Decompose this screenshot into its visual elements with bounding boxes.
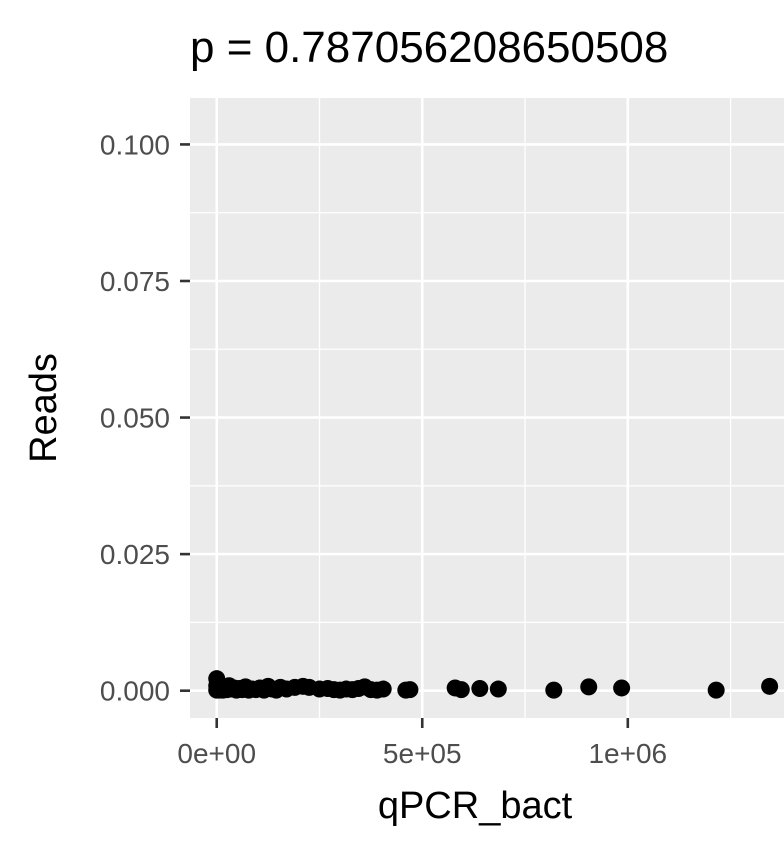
data-point — [471, 680, 489, 698]
x-tick-label: 5e+05 — [383, 738, 462, 769]
data-point — [374, 680, 392, 698]
plot-panel — [190, 98, 784, 718]
x-tick-label: 0e+00 — [177, 738, 256, 769]
y-tick-label: 0.025 — [100, 539, 170, 570]
data-point — [613, 679, 631, 697]
data-point — [761, 677, 779, 695]
x-tick-label: 1e+06 — [588, 738, 667, 769]
data-point — [580, 678, 598, 696]
data-point — [545, 681, 563, 699]
x-axis-ticks: 0e+00 5e+05 1e+06 — [177, 718, 667, 769]
y-tick-label: 0.000 — [100, 676, 170, 707]
y-tick-label: 0.100 — [100, 129, 170, 160]
x-axis-title: qPCR_bact — [378, 785, 573, 827]
y-tick-label: 0.050 — [100, 403, 170, 434]
minor-gridlines — [190, 98, 784, 718]
data-point — [707, 681, 725, 699]
y-axis-ticks: 0.000 0.025 0.050 0.075 0.100 — [100, 129, 190, 707]
data-point — [401, 681, 419, 699]
data-points — [208, 670, 779, 699]
data-point — [452, 681, 470, 699]
y-tick-label: 0.075 — [100, 266, 170, 297]
major-gridlines — [190, 98, 784, 718]
data-point — [489, 680, 507, 698]
y-axis-title: Reads — [23, 353, 65, 463]
chart-title: p = 0.787056208650508 — [190, 23, 668, 72]
